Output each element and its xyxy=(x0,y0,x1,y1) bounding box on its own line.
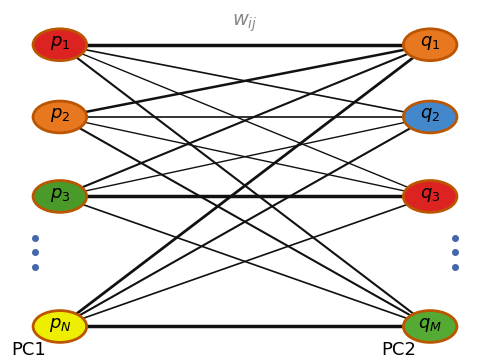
Text: $p_{3}$: $p_{3}$ xyxy=(49,186,70,203)
Text: PC2: PC2 xyxy=(381,341,416,359)
Text: $p_{1}$: $p_{1}$ xyxy=(49,34,70,52)
Ellipse shape xyxy=(403,101,457,133)
Text: $q_{2}$: $q_{2}$ xyxy=(420,106,440,124)
Text: $q_{M}$: $q_{M}$ xyxy=(418,316,442,334)
Text: $p_{N}$: $p_{N}$ xyxy=(49,316,71,334)
Text: $q_{3}$: $q_{3}$ xyxy=(420,186,441,203)
Text: $w_{ij}$: $w_{ij}$ xyxy=(232,12,258,34)
Ellipse shape xyxy=(33,29,87,61)
Ellipse shape xyxy=(403,181,457,212)
Text: PC1: PC1 xyxy=(11,341,46,359)
Text: $q_{1}$: $q_{1}$ xyxy=(420,34,441,52)
Text: $p_{2}$: $p_{2}$ xyxy=(50,106,70,124)
Ellipse shape xyxy=(33,181,87,212)
Ellipse shape xyxy=(403,29,457,61)
Ellipse shape xyxy=(33,101,87,133)
Ellipse shape xyxy=(33,310,87,343)
Ellipse shape xyxy=(403,310,457,343)
